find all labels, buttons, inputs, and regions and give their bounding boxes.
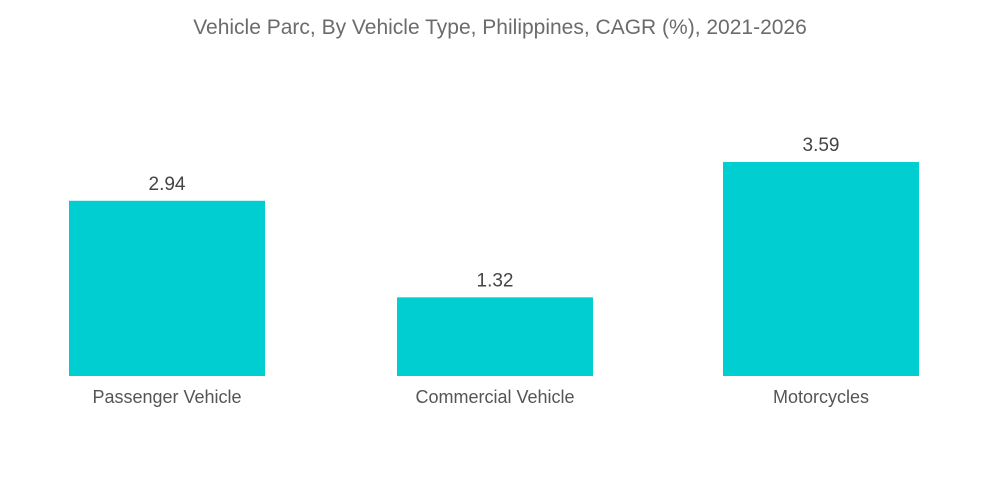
data-label: 3.59	[803, 135, 840, 156]
chart-title: Vehicle Parc, By Vehicle Type, Philippin…	[193, 16, 807, 39]
bar-passenger-vehicle	[69, 200, 265, 376]
category-label: Motorcycles	[773, 387, 869, 407]
category-label: Commercial Vehicle	[415, 387, 574, 407]
bar-commercial-vehicle	[397, 297, 593, 376]
data-label: 2.94	[149, 174, 186, 195]
data-label: 1.32	[477, 270, 514, 291]
bar-motorcycles	[723, 162, 919, 376]
category-label: Passenger Vehicle	[92, 387, 241, 407]
